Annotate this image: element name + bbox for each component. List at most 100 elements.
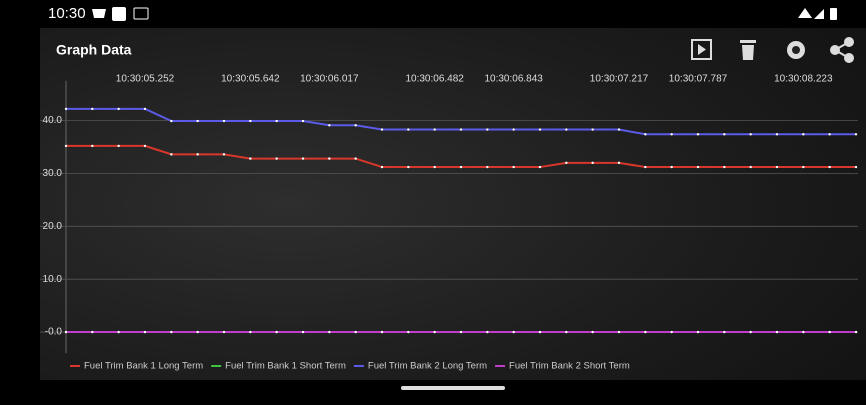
data-point — [617, 128, 621, 131]
data-point — [117, 144, 120, 148]
data-point — [170, 330, 173, 334]
x-tick-label: 10:30:05.642 — [221, 74, 280, 85]
home-indicator — [401, 386, 505, 390]
data-point — [591, 330, 594, 334]
y-tick-label: 10.0 — [43, 274, 63, 285]
x-tick-label: 10:30:06.843 — [484, 74, 543, 85]
data-point — [433, 128, 436, 131]
data-point — [433, 330, 436, 334]
data-point — [512, 128, 515, 131]
data-point — [670, 330, 673, 334]
data-point — [459, 330, 463, 334]
toolbar — [691, 37, 854, 63]
data-point — [486, 165, 489, 169]
data-point — [196, 330, 199, 334]
data-point — [407, 330, 410, 334]
data-point — [512, 330, 515, 334]
data-point — [670, 133, 673, 136]
data-point — [828, 165, 831, 169]
data-point — [565, 161, 568, 165]
delete-button[interactable] — [740, 40, 756, 60]
data-point — [828, 330, 831, 334]
data-point — [723, 133, 726, 136]
data-point — [538, 330, 542, 334]
data-point — [538, 128, 542, 131]
x-tick-label: 10:30:06.017 — [300, 74, 359, 85]
data-point — [407, 128, 410, 131]
data-point — [380, 165, 384, 169]
data-point — [143, 107, 147, 111]
data-point — [354, 124, 357, 127]
obd-icon — [133, 7, 149, 20]
data-point — [696, 133, 700, 136]
data-point — [196, 119, 199, 123]
y-tick-label: 20.0 — [43, 221, 63, 232]
x-tick-label: 10:30:08.223 — [774, 74, 833, 85]
data-point — [644, 165, 647, 169]
data-point — [222, 330, 226, 334]
data-point — [354, 330, 357, 334]
data-point — [591, 161, 594, 165]
data-point — [775, 330, 779, 334]
data-point — [170, 153, 173, 156]
battery-icon — [830, 8, 837, 20]
y-tick-label: 40.0 — [43, 115, 63, 126]
data-point — [64, 144, 68, 148]
data-point — [459, 165, 463, 169]
data-point — [802, 133, 805, 136]
legend-label: Fuel Trim Bank 1 Short Term — [225, 361, 346, 372]
discord-icon — [92, 9, 106, 18]
data-point — [696, 330, 700, 334]
data-point — [749, 165, 752, 169]
wifi-icon — [798, 8, 812, 18]
data-point — [380, 330, 384, 334]
data-point — [854, 165, 858, 169]
data-point — [512, 165, 515, 169]
data-point — [644, 133, 647, 136]
legend-label: Fuel Trim Bank 2 Short Term — [509, 361, 630, 372]
data-point — [275, 330, 278, 334]
data-point — [354, 157, 357, 160]
y-tick-label: 30.0 — [43, 168, 63, 179]
data-point — [301, 330, 305, 334]
data-point — [696, 165, 700, 169]
x-tick-label: 10:30:06.482 — [405, 74, 464, 85]
data-point — [301, 119, 305, 123]
data-point — [459, 128, 463, 131]
app-title: Graph Data — [56, 42, 132, 58]
data-point — [617, 330, 621, 334]
x-tick-label: 10:30:07.217 — [590, 74, 649, 85]
data-point — [249, 330, 252, 334]
data-point — [275, 119, 278, 123]
data-point — [275, 157, 278, 160]
data-point — [64, 107, 68, 111]
x-tick-label: 10:30:07.787 — [669, 74, 728, 85]
data-point — [854, 133, 858, 136]
data-point — [644, 330, 647, 334]
data-point — [64, 330, 68, 334]
data-point — [328, 124, 331, 127]
data-point — [802, 330, 805, 334]
play-button[interactable] — [691, 39, 712, 60]
x-tick-label: 10:30:05.252 — [116, 74, 175, 85]
data-point — [143, 144, 147, 148]
data-point — [591, 128, 594, 131]
y-tick-label: -0.0 — [45, 327, 63, 338]
share-button[interactable] — [830, 37, 854, 63]
record-button[interactable] — [787, 41, 805, 59]
legend-label: Fuel Trim Bank 1 Long Term — [84, 361, 203, 372]
data-point — [117, 107, 120, 111]
status-icons — [92, 7, 837, 21]
data-point — [91, 144, 94, 148]
linkedin-icon — [112, 7, 126, 21]
data-point — [143, 330, 147, 334]
data-point — [749, 133, 752, 136]
data-point — [749, 330, 752, 334]
data-point — [828, 133, 831, 136]
data-point — [802, 165, 805, 169]
data-point — [670, 165, 673, 169]
data-point — [486, 330, 489, 334]
data-point — [617, 161, 621, 165]
